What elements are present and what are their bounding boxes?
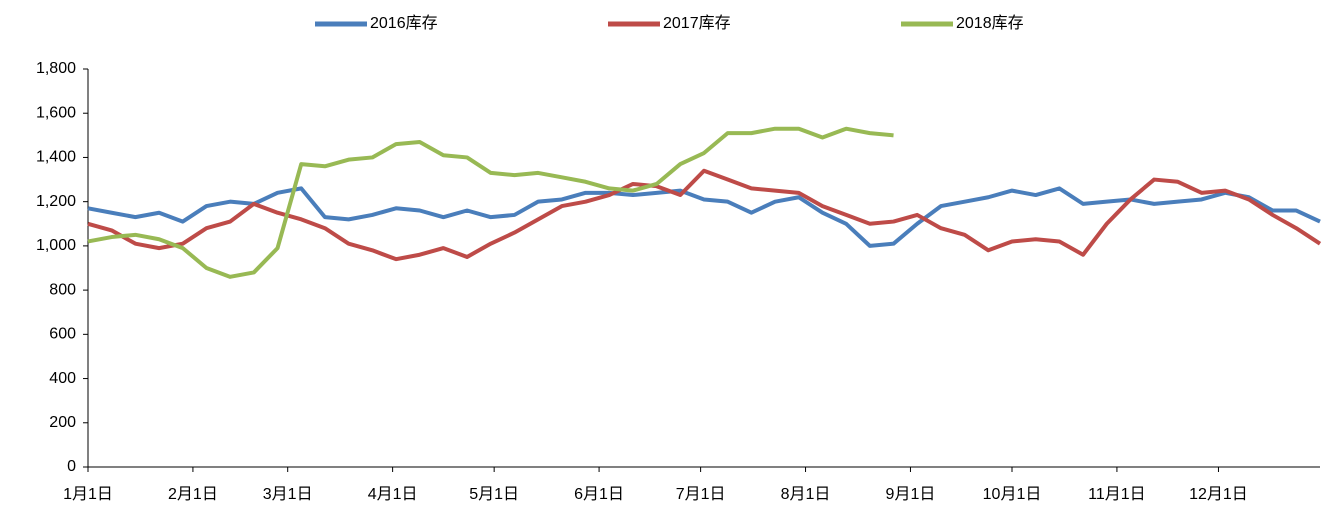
x-tick-label: 7月1日 [676,486,726,503]
y-tick-label: 600 [49,326,76,343]
x-tick-label: 10月1日 [983,486,1042,503]
x-tick-label: 11月1日 [1088,486,1146,503]
legend-label: 2016库存 [370,14,438,32]
x-tick-label: 4月1日 [368,486,418,503]
y-tick-label: 0 [67,458,76,475]
x-tick-label: 9月1日 [886,486,936,503]
x-tick-label: 2月1日 [168,486,218,503]
y-tick-label: 400 [49,370,76,387]
y-tick-label: 1,600 [36,104,76,121]
y-tick-label: 1,800 [36,60,76,77]
y-tick-label: 1,400 [36,149,76,166]
legend-label: 2017库存 [663,14,731,32]
x-tick-label: 5月1日 [469,486,519,503]
series-line [87,126,894,279]
legend-label: 2018库存 [956,14,1024,32]
x-tick-label: 6月1日 [574,486,624,503]
x-tick-label: 3月1日 [263,486,313,503]
y-tick-label: 800 [49,281,76,298]
x-tick-label: 8月1日 [781,486,831,503]
y-tick-label: 200 [49,414,76,431]
x-tick-label: 1月1日 [63,486,113,503]
y-tick-label: 1,200 [36,193,76,210]
series-line [87,168,1322,262]
x-tick-label: 12月1日 [1189,486,1248,503]
y-tick-label: 1,000 [36,237,76,254]
